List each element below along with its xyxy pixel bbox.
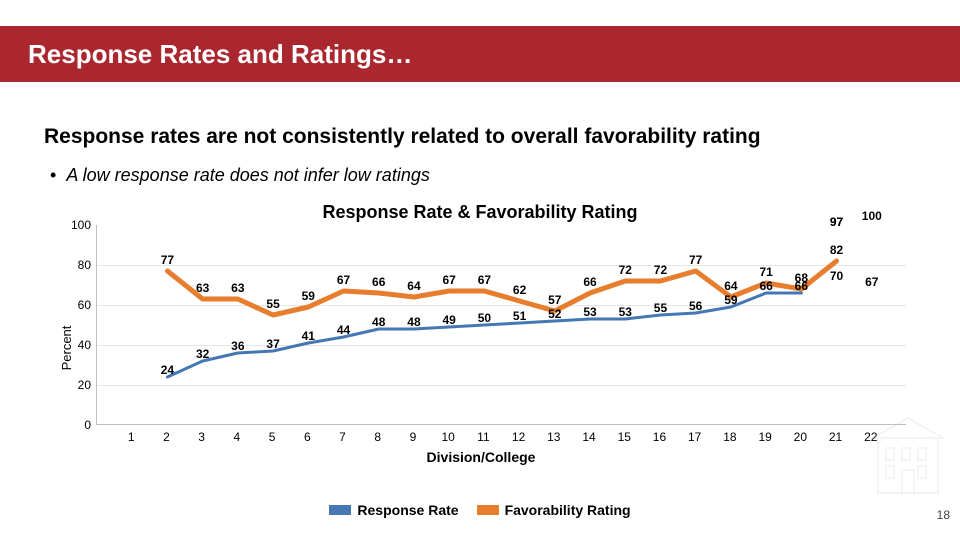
data-label: 59 bbox=[302, 289, 315, 303]
data-label: 82 bbox=[830, 243, 843, 257]
data-label: 51 bbox=[513, 309, 526, 323]
y-tick: 60 bbox=[61, 298, 91, 312]
data-label: 63 bbox=[196, 281, 209, 295]
data-label: 71 bbox=[759, 265, 772, 279]
data-label: 77 bbox=[161, 253, 174, 267]
x-ticks: 12345678910111213141516171819202122 bbox=[96, 430, 906, 446]
data-label: 62 bbox=[513, 283, 526, 297]
x-tick: 21 bbox=[829, 430, 842, 444]
data-label: 66 bbox=[372, 275, 385, 289]
data-label: 57 bbox=[548, 293, 561, 307]
page-title: Response Rates and Ratings… bbox=[28, 39, 412, 70]
y-tick: 80 bbox=[61, 258, 91, 272]
data-label: 67 bbox=[865, 275, 878, 289]
data-label: 36 bbox=[231, 339, 244, 353]
legend-swatch bbox=[329, 505, 351, 515]
legend-item: Response Rate bbox=[329, 502, 458, 518]
data-label: 41 bbox=[302, 329, 315, 343]
data-label: 97 bbox=[830, 215, 843, 229]
data-label: 72 bbox=[619, 263, 632, 277]
data-label: 50 bbox=[478, 311, 491, 325]
data-label: 64 bbox=[724, 279, 737, 293]
x-tick: 15 bbox=[618, 430, 631, 444]
x-tick: 20 bbox=[794, 430, 807, 444]
x-tick: 10 bbox=[441, 430, 454, 444]
data-label: 56 bbox=[689, 299, 702, 313]
data-label: 48 bbox=[407, 315, 420, 329]
x-tick: 4 bbox=[234, 430, 241, 444]
x-tick: 11 bbox=[477, 430, 489, 444]
building-watermark bbox=[858, 408, 958, 498]
x-tick: 17 bbox=[688, 430, 701, 444]
data-label: 77 bbox=[689, 253, 702, 267]
data-label: 100 bbox=[862, 209, 882, 223]
x-tick: 16 bbox=[653, 430, 666, 444]
y-tick: 20 bbox=[61, 378, 91, 392]
x-tick: 1 bbox=[128, 430, 135, 444]
data-label: 66 bbox=[759, 279, 772, 293]
chart-area: Percent 02040608010024323637414448484950… bbox=[50, 225, 912, 470]
x-tick: 6 bbox=[304, 430, 311, 444]
data-label: 64 bbox=[407, 279, 420, 293]
legend-swatch bbox=[477, 505, 499, 515]
x-tick: 14 bbox=[582, 430, 595, 444]
legend-label: Favorability Rating bbox=[505, 502, 631, 518]
y-tick: 0 bbox=[61, 418, 91, 432]
data-label: 67 bbox=[478, 273, 491, 287]
page-number: 18 bbox=[937, 508, 950, 522]
data-label: 53 bbox=[583, 305, 596, 319]
data-label: 52 bbox=[548, 307, 561, 321]
data-label: 49 bbox=[442, 313, 455, 327]
x-tick: 7 bbox=[339, 430, 346, 444]
data-label: 55 bbox=[654, 301, 667, 315]
data-label: 44 bbox=[337, 323, 350, 337]
x-tick: 5 bbox=[269, 430, 276, 444]
data-label: 66 bbox=[583, 275, 596, 289]
data-label: 68 bbox=[795, 271, 808, 285]
bullet-item: •A low response rate does not infer low … bbox=[50, 165, 430, 186]
bullet-text: A low response rate does not infer low r… bbox=[66, 165, 430, 185]
data-label: 32 bbox=[196, 347, 209, 361]
x-tick: 13 bbox=[547, 430, 560, 444]
subtitle: Response rates are not consistently rela… bbox=[44, 125, 761, 149]
data-label: 59 bbox=[724, 293, 737, 307]
legend-label: Response Rate bbox=[357, 502, 458, 518]
data-label: 53 bbox=[619, 305, 632, 319]
plot-area: 0204060801002432363741444848495051525353… bbox=[96, 225, 906, 425]
x-tick: 8 bbox=[374, 430, 381, 444]
x-tick: 2 bbox=[163, 430, 170, 444]
legend-item: Favorability Rating bbox=[477, 502, 631, 518]
data-label: 72 bbox=[654, 263, 667, 277]
data-label: 37 bbox=[266, 337, 279, 351]
data-label: 24 bbox=[161, 363, 174, 377]
x-tick: 12 bbox=[512, 430, 525, 444]
legend: Response Rate Favorability Rating bbox=[0, 502, 960, 518]
data-label: 55 bbox=[266, 297, 279, 311]
y-tick: 40 bbox=[61, 338, 91, 352]
x-tick: 9 bbox=[410, 430, 417, 444]
x-tick: 3 bbox=[198, 430, 205, 444]
x-tick: 19 bbox=[758, 430, 771, 444]
data-label: 67 bbox=[442, 273, 455, 287]
data-label: 48 bbox=[372, 315, 385, 329]
data-label: 63 bbox=[231, 281, 244, 295]
x-tick: 18 bbox=[723, 430, 736, 444]
data-label: 67 bbox=[337, 273, 350, 287]
y-tick: 100 bbox=[61, 218, 91, 232]
header-band: Response Rates and Ratings… bbox=[0, 26, 960, 82]
data-label: 70 bbox=[830, 269, 843, 283]
chart-title: Response Rate & Favorability Rating bbox=[0, 202, 960, 223]
x-axis-label: Division/College bbox=[50, 449, 912, 465]
